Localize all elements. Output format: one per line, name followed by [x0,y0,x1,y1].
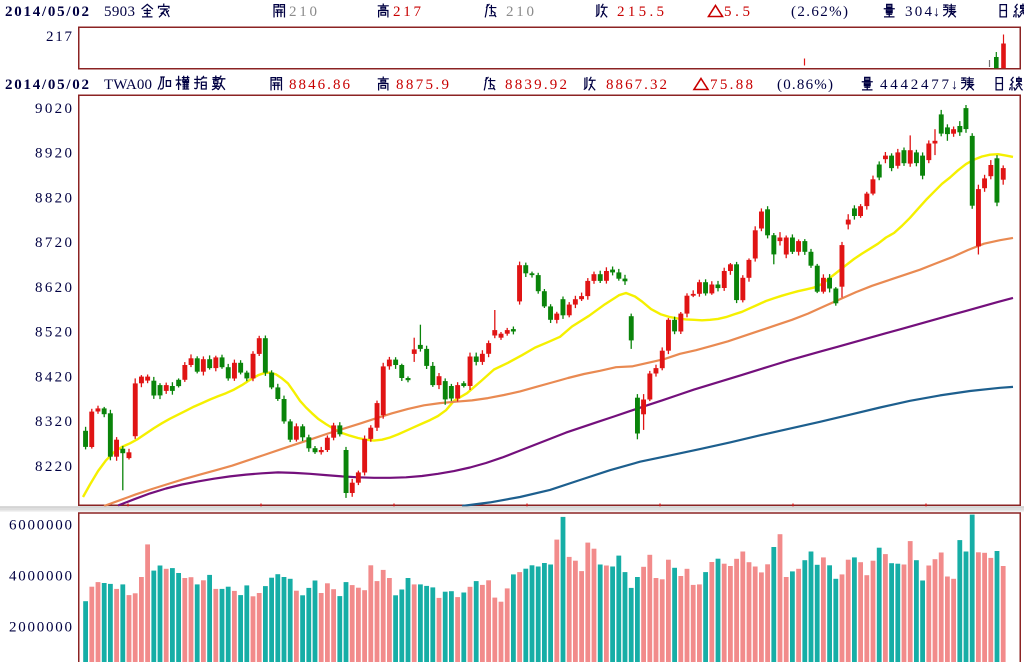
svg-text:304: 304 [905,4,933,20]
svg-text:75.88: 75.88 [710,77,753,93]
svg-text:8846.86: 8846.86 [289,77,351,93]
svg-text:(2.62%): (2.62%) [791,4,848,20]
svg-text:217: 217 [46,29,73,45]
svg-text:↓: ↓ [933,3,940,19]
svg-text:(0.86%): (0.86%) [777,77,833,93]
svg-text:2014/05/02: 2014/05/02 [5,77,89,93]
svg-text:5903: 5903 [104,4,135,20]
svg-text:4442477: 4442477 [880,77,950,93]
svg-text:8867.32: 8867.32 [606,77,667,93]
svg-text:↓: ↓ [951,76,958,92]
svg-text:8875.9: 8875.9 [396,77,449,93]
svg-text:4000000: 4000000 [9,568,72,584]
svg-text:210: 210 [506,4,534,20]
svg-text:215.5: 215.5 [617,4,664,20]
svg-text:217: 217 [393,4,422,20]
svg-text:210: 210 [289,4,317,20]
svg-text:2014/05/02: 2014/05/02 [5,4,89,20]
svg-text:TWA00: TWA00 [104,77,152,93]
svg-text:5.5: 5.5 [724,4,750,20]
svg-text:6000000: 6000000 [9,518,72,534]
svg-text:8839.92: 8839.92 [505,77,567,93]
svg-text:2000000: 2000000 [9,619,72,635]
